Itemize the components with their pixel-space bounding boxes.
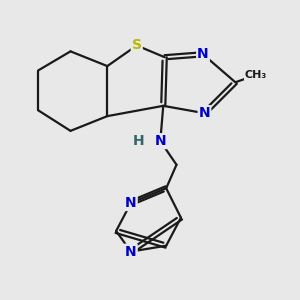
Text: CH₃: CH₃ bbox=[245, 70, 267, 80]
Text: S: S bbox=[132, 38, 142, 52]
Text: N: N bbox=[154, 134, 166, 148]
Text: N: N bbox=[125, 196, 137, 210]
Text: H: H bbox=[132, 134, 144, 148]
Text: N: N bbox=[199, 106, 210, 120]
Text: N: N bbox=[125, 244, 137, 259]
Text: N: N bbox=[197, 47, 209, 61]
